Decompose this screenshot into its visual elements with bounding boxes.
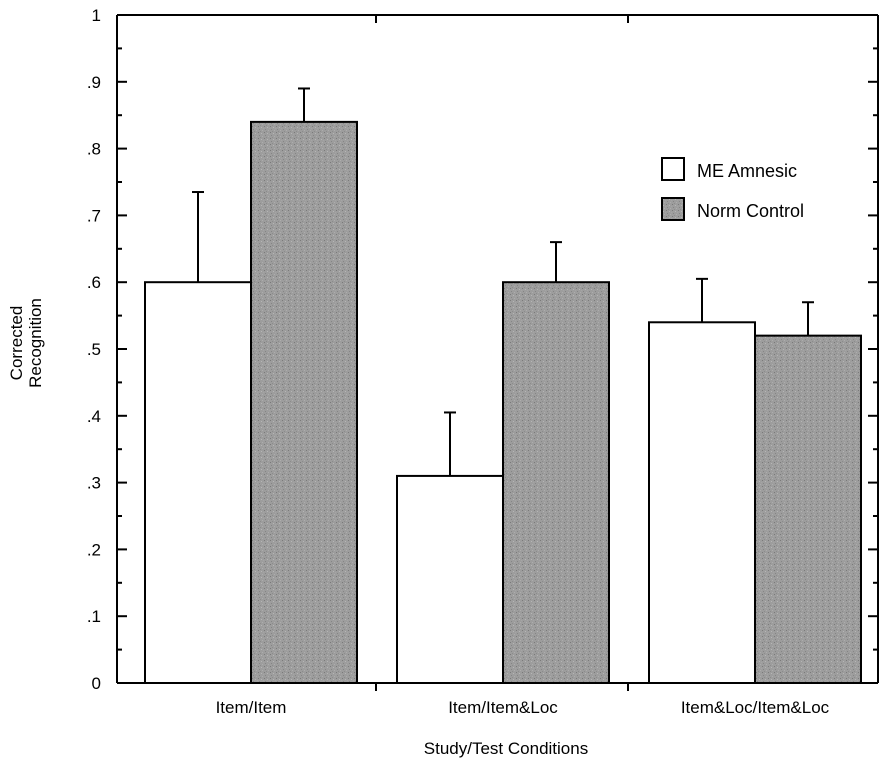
bars-layer [144, 120, 862, 685]
y-tick-label: .3 [87, 474, 101, 493]
y-axis-title-line-1: Corrected [7, 306, 26, 381]
x-category-label: Item&Loc/Item&Loc [681, 698, 830, 717]
legend-swatch-me-amnesic [661, 157, 685, 181]
y-tick-label: .2 [87, 540, 101, 559]
x-category-label: Item/Item [216, 698, 287, 717]
bar-norm-control-item-loc-item-loc [754, 334, 862, 684]
ticks-layer: 0 .1 .2 .3 .4 .5 .6 .7 .8 .9 1 Item/Item Item/Item&L… [87, 6, 878, 717]
y-tick-label: .4 [87, 407, 101, 426]
x-axis-title: Study/Test Conditions [424, 739, 588, 758]
bar-me-amnesic-item-item [144, 281, 252, 684]
bar-me-amnesic-item-item-loc [396, 474, 504, 685]
legend-label-me-amnesic: ME Amnesic [697, 161, 797, 181]
legend-label-norm-control: Norm Control [697, 201, 804, 221]
legend: ME Amnesic Norm Control [661, 157, 804, 221]
y-tick-label: .6 [87, 273, 101, 292]
y-tick-label: .9 [87, 73, 101, 92]
legend-swatch-norm-control [661, 197, 685, 221]
error-bars-layer [192, 87, 814, 476]
bar-norm-control-item-item-loc [502, 281, 610, 684]
x-category-label: Item/Item&Loc [448, 698, 558, 717]
y-tick-label: .1 [87, 607, 101, 626]
y-tick-label: .7 [87, 206, 101, 225]
y-tick-label: .5 [87, 340, 101, 359]
y-tick-label: 0 [92, 674, 101, 693]
y-axis-title-line-2: Recognition [26, 298, 45, 388]
bar-norm-control-item-item [250, 120, 358, 684]
bar-me-amnesic-item-loc-item-loc [648, 321, 756, 684]
y-tick-label: 1 [92, 6, 101, 25]
y-tick-label: .8 [87, 140, 101, 159]
